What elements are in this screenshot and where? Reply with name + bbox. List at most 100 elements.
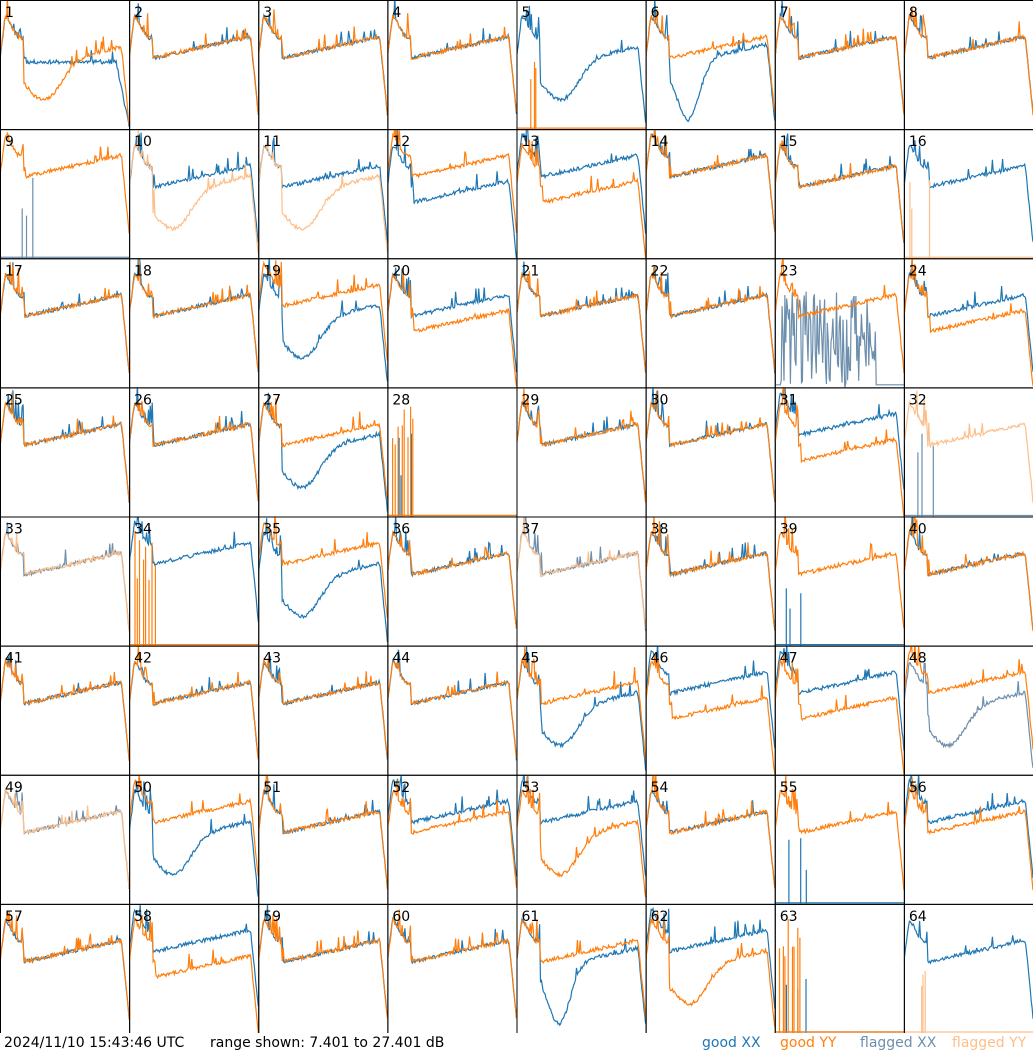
panel-label: 11: [263, 134, 281, 150]
trace-xx-13: [516, 129, 646, 234]
timestamp: 2024/11/10 15:43:46 UTC: [4, 1035, 185, 1051]
legend-flagged-xx: flagged XX: [860, 1035, 937, 1051]
antenna-panel-56: 56: [903, 774, 1033, 905]
trace-xx-33: [0, 522, 130, 630]
trace-xx-50: [129, 781, 259, 897]
trace-yy-22: [645, 265, 775, 372]
panel-label: 5: [522, 5, 531, 21]
antenna-panel-25: 25: [0, 387, 131, 518]
antenna-panel-37: 37: [516, 516, 647, 647]
trace-yy-16: [903, 179, 1033, 259]
antenna-panel-34: 34: [129, 516, 260, 647]
panel-frame: [0, 129, 131, 260]
antenna-panel-28: 28: [387, 387, 518, 518]
trace-yy-8: [903, 8, 1033, 116]
panel-label: 56: [909, 780, 927, 796]
antenna-panel-14: 14: [645, 129, 776, 260]
trace-yy-24: [903, 258, 1033, 387]
panel-label: 19: [263, 263, 281, 279]
panel-label: 14: [651, 134, 669, 150]
legend-good-xx: good XX: [702, 1035, 761, 1051]
panel-label: 8: [909, 5, 918, 21]
panel-label: 31: [780, 392, 798, 408]
antenna-panel-55: 55: [774, 774, 905, 905]
trace-yy-14: [645, 129, 775, 232]
panel-label: 17: [5, 263, 23, 279]
panel-label: 40: [909, 522, 927, 538]
panel-label: 32: [909, 392, 927, 408]
trace-yy-42: [129, 645, 259, 760]
antenna-panel-33: 33: [0, 516, 131, 647]
trace-xx-64: [903, 920, 1033, 1019]
antenna-panel-50: 50: [129, 774, 260, 905]
antenna-panel-21: 21: [516, 258, 647, 389]
antenna-panel-24: 24: [903, 258, 1033, 389]
antenna-panel-51: 51: [258, 774, 389, 905]
panel-label: 35: [263, 522, 281, 538]
antenna-panel-53: 53: [516, 774, 647, 905]
antenna-panel-35: 35: [258, 516, 389, 647]
panel-label: 34: [134, 522, 152, 538]
trace-yy-45: [516, 646, 646, 759]
panel-label: 46: [651, 651, 669, 667]
panel-label: 21: [522, 263, 540, 279]
panel-label: 10: [134, 134, 152, 150]
panel-label: 41: [5, 651, 23, 667]
trace-xx-43: [258, 655, 388, 760]
trace-xx-22: [645, 265, 775, 374]
trace-yy-32: [903, 390, 1033, 503]
trace-xx-27: [258, 392, 388, 512]
trace-xx-29: [516, 401, 646, 502]
panel-label: 2: [134, 5, 143, 21]
panel-label: 33: [5, 522, 23, 538]
panel-label: 3: [263, 5, 272, 21]
trace-yy-37: [516, 516, 646, 630]
panel-label: 4: [392, 5, 401, 21]
antenna-panel-9: 9: [0, 129, 131, 260]
antenna-panel-32: 32: [903, 387, 1033, 518]
antenna-panel-17: 17: [0, 258, 131, 389]
panel-label: 30: [651, 392, 669, 408]
trace-yy-41: [0, 654, 130, 762]
antenna-panel-8: 8: [903, 0, 1033, 131]
panel-label: 62: [651, 909, 669, 925]
antenna-panel-45: 45: [516, 645, 647, 776]
trace-xx-46: [645, 645, 775, 749]
trace-yy-39: [774, 516, 904, 629]
antenna-panel-61: 61: [516, 903, 647, 1033]
antenna-panel-47: 47: [774, 645, 905, 776]
panel-label: 39: [780, 522, 798, 538]
antenna-panel-5: 5: [516, 0, 647, 131]
trace-xx-41: [0, 652, 130, 760]
antenna-panel-54: 54: [645, 774, 776, 905]
trace-xx-8: [903, 13, 1033, 113]
trace-yy-15: [774, 140, 904, 244]
panel-frame: [0, 0, 131, 131]
panel-label: 51: [263, 780, 281, 796]
panel-label: 24: [909, 263, 927, 279]
trace-yy-10: [129, 130, 259, 255]
panel-label: 57: [5, 909, 23, 925]
panel-label: 28: [392, 392, 410, 408]
trace-yy-28: [387, 406, 517, 517]
antenna-panel-12: 12: [387, 129, 518, 260]
trace-xx-24: [903, 258, 1033, 372]
panel-label: 18: [134, 263, 152, 279]
panel-label: 20: [392, 263, 410, 279]
antenna-panel-18: 18: [129, 258, 260, 389]
trace-yy-43: [258, 657, 388, 759]
footer: 2024/11/10 15:43:46 UTC range shown: 7.4…: [0, 1033, 1033, 1053]
trace-yy-62: [645, 910, 775, 1028]
trace-yy-17: [0, 261, 130, 374]
antenna-panel-30: 30: [645, 387, 776, 518]
trace-xx-32: [903, 433, 1033, 517]
trace-yy-51: [258, 774, 388, 890]
panel-label: 59: [263, 909, 281, 925]
panel-label: 16: [909, 134, 927, 150]
panel-label: 60: [392, 909, 410, 925]
panel-label: 29: [522, 392, 540, 408]
trace-yy-20: [387, 267, 517, 387]
trace-yy-26: [129, 400, 259, 501]
trace-yy-55: [774, 774, 904, 891]
